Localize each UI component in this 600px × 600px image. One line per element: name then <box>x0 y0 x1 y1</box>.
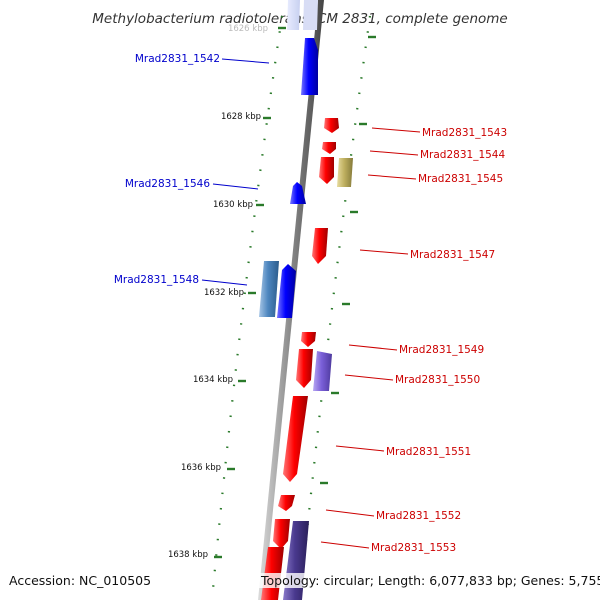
gene-arrow-forward[interactable] <box>273 519 290 549</box>
scale-ticks <box>214 26 286 559</box>
leader-line <box>221 58 270 64</box>
gene-label-right[interactable]: Mrad2831_1549 <box>399 344 484 356</box>
gene-arrow-reverse[interactable] <box>290 182 306 204</box>
leader-line <box>201 279 248 286</box>
gene-feature-purple[interactable] <box>313 351 332 391</box>
gene-arrow-forward[interactable] <box>312 228 328 264</box>
gene-arrow-forward[interactable] <box>322 142 336 154</box>
gene-arrow-forward[interactable] <box>324 118 339 133</box>
right-leader-lines <box>320 127 421 549</box>
gene-label-right[interactable]: Mrad2831_1547 <box>410 249 495 261</box>
gene-arrow-forward[interactable] <box>296 349 313 388</box>
minor-ticks <box>320 35 376 485</box>
leader-line <box>367 174 417 180</box>
gene-arrow-forward[interactable] <box>301 332 316 347</box>
leader-line <box>344 374 394 381</box>
map-title: Methylobacterium radiotolerans JCM 2831,… <box>92 11 507 27</box>
leader-line <box>348 344 398 351</box>
leader-line <box>371 127 421 133</box>
gene-label-left[interactable]: Mrad2831_1548 <box>114 274 199 286</box>
gene-feature-steelblue[interactable] <box>259 261 279 317</box>
leader-line <box>369 150 419 156</box>
scale-label: 1628 kbp <box>221 112 261 122</box>
gene-label-left[interactable]: Mrad2831_1546 <box>125 178 210 190</box>
gene-arrow-forward[interactable] <box>283 396 308 482</box>
gene-feature-pale[interactable] <box>303 0 318 30</box>
gene-feature-olive[interactable] <box>337 158 353 187</box>
leader-line <box>325 509 375 517</box>
leader-line <box>212 183 259 190</box>
gene-arrow-reverse[interactable] <box>301 38 318 95</box>
gene-label-left[interactable]: Mrad2831_1542 <box>135 53 220 65</box>
gene-label-right[interactable]: Mrad2831_1552 <box>376 510 461 522</box>
leader-line <box>335 445 385 452</box>
gene-label-right[interactable]: Mrad2831_1543 <box>422 127 507 139</box>
accession-text: Accession: NC_010505 <box>7 573 154 588</box>
gene-arrow-forward[interactable] <box>278 495 295 511</box>
scale-label: 1626 kbp <box>228 24 268 34</box>
scale-label: 1638 kbp <box>168 550 208 560</box>
topology-text: Topology: circular; Length: 6,077,833 bp… <box>259 573 600 588</box>
gene-label-right[interactable]: Mrad2831_1553 <box>371 542 456 554</box>
gene-label-right[interactable]: Mrad2831_1544 <box>420 149 505 161</box>
scale-label: 1632 kbp <box>204 288 244 298</box>
leader-line <box>359 249 409 255</box>
gene-label-right[interactable]: Mrad2831_1545 <box>418 173 503 185</box>
gene-label-right[interactable]: Mrad2831_1551 <box>386 446 471 458</box>
gene-label-right[interactable]: Mrad2831_1550 <box>395 374 480 386</box>
gene-arrow-reverse[interactable] <box>277 264 296 318</box>
scale-label: 1636 kbp <box>181 463 221 473</box>
scale-label: 1630 kbp <box>213 200 253 210</box>
leader-line <box>320 541 370 549</box>
left-leader-lines <box>201 58 270 286</box>
gene-feature-pale[interactable] <box>287 0 300 30</box>
scale-label: 1634 kbp <box>193 375 233 385</box>
gene-arrow-forward[interactable] <box>319 157 334 184</box>
